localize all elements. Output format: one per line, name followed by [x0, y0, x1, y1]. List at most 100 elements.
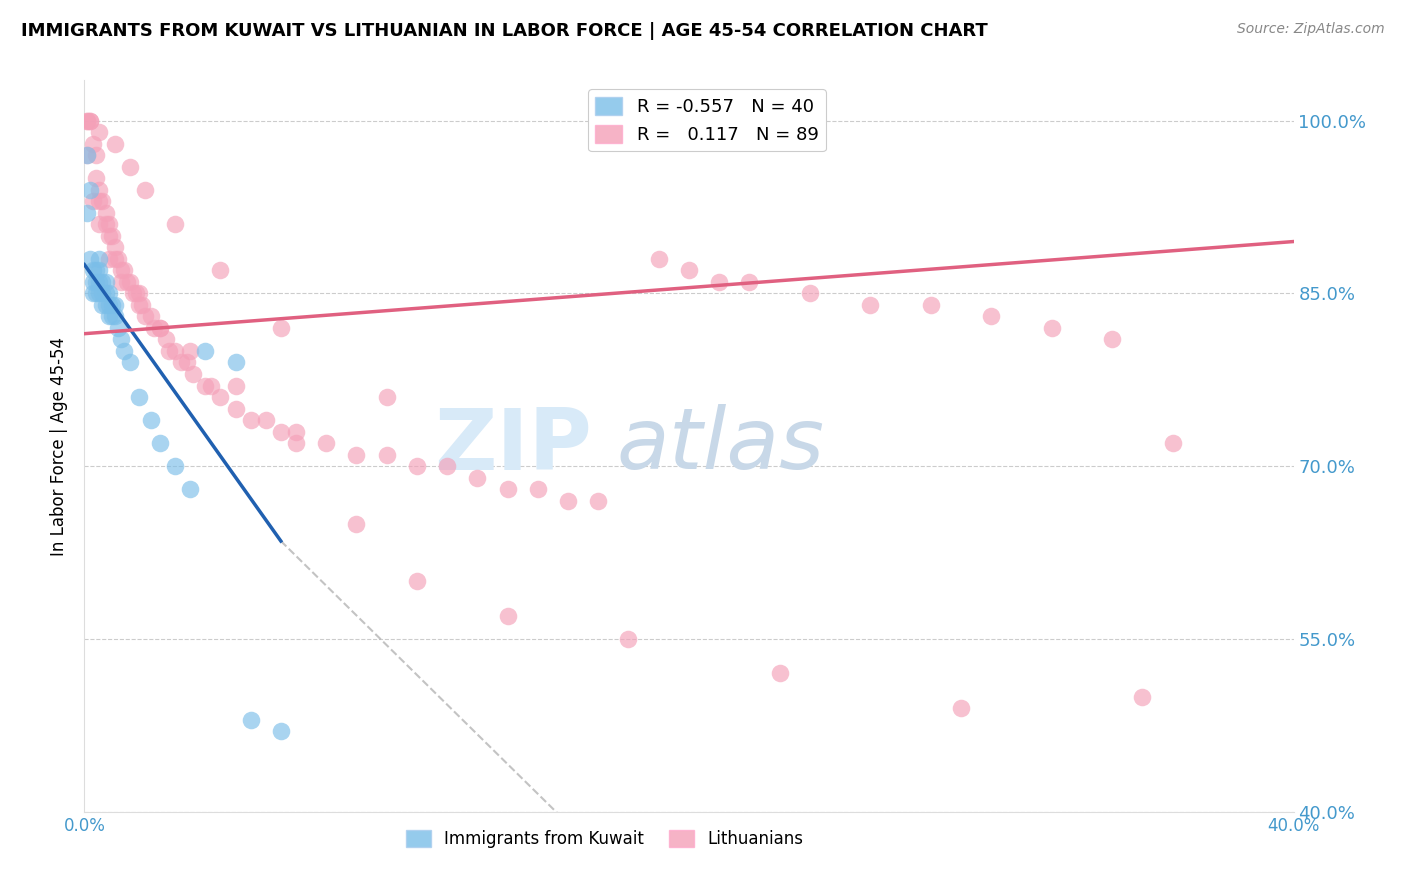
Point [79, 183, 101, 197]
Point [709, 275, 731, 289]
Point [165, 343, 187, 358]
Point [97, 228, 120, 243]
Point [79, 113, 101, 128]
Point [97, 217, 120, 231]
Point [678, 263, 700, 277]
Point [94, 206, 117, 220]
Point [76, 113, 98, 128]
Point [94, 286, 117, 301]
Point [254, 413, 277, 427]
Point [104, 310, 127, 324]
Point [149, 321, 172, 335]
Point [179, 482, 201, 496]
Point [100, 310, 122, 324]
Point [128, 298, 150, 312]
Point [82, 136, 104, 151]
Point [1161, 436, 1184, 450]
Legend: Immigrants from Kuwait, Lithuanians: Immigrants from Kuwait, Lithuanians [399, 823, 810, 855]
Point [406, 459, 429, 474]
Point [239, 713, 262, 727]
Point [89, 286, 111, 301]
Point [112, 343, 135, 358]
Point [82, 275, 104, 289]
Point [209, 263, 232, 277]
Point [91, 298, 114, 312]
Point [86, 148, 108, 162]
Point [738, 275, 761, 289]
Point [118, 275, 141, 289]
Point [176, 355, 198, 369]
Point [1101, 333, 1123, 347]
Point [100, 298, 122, 312]
Point [86, 171, 108, 186]
Point [89, 125, 111, 139]
Point [436, 459, 458, 474]
Point [225, 378, 247, 392]
Point [950, 701, 973, 715]
Point [239, 413, 262, 427]
Point [270, 724, 292, 739]
Point [496, 482, 519, 496]
Point [86, 275, 108, 289]
Point [149, 436, 172, 450]
Point [315, 436, 337, 450]
Point [467, 471, 489, 485]
Point [89, 275, 111, 289]
Point [270, 425, 292, 439]
Point [165, 459, 187, 474]
Point [139, 413, 162, 427]
Text: IMMIGRANTS FROM KUWAIT VS LITHUANIAN IN LABOR FORCE | AGE 45-54 CORRELATION CHAR: IMMIGRANTS FROM KUWAIT VS LITHUANIAN IN … [21, 22, 988, 40]
Point [149, 321, 172, 335]
Point [97, 298, 120, 312]
Point [97, 252, 120, 266]
Text: ZIP: ZIP [434, 404, 592, 488]
Point [209, 390, 232, 404]
Point [285, 425, 308, 439]
Point [588, 493, 610, 508]
Point [131, 298, 153, 312]
Point [181, 367, 204, 381]
Point [94, 275, 117, 289]
Point [225, 355, 247, 369]
Point [128, 286, 150, 301]
Point [100, 228, 122, 243]
Text: Source: ZipAtlas.com: Source: ZipAtlas.com [1237, 22, 1385, 37]
Point [617, 632, 640, 646]
Point [104, 298, 127, 312]
Point [142, 321, 165, 335]
Point [527, 482, 550, 496]
Point [179, 343, 201, 358]
Point [89, 217, 111, 231]
Point [76, 148, 98, 162]
Point [270, 321, 292, 335]
Point [375, 448, 398, 462]
Point [94, 298, 117, 312]
Point [375, 390, 398, 404]
Point [118, 160, 141, 174]
Point [155, 333, 177, 347]
Point [104, 240, 127, 254]
Point [125, 286, 148, 301]
Point [89, 263, 111, 277]
Point [104, 252, 127, 266]
Point [82, 263, 104, 277]
Point [134, 310, 156, 324]
Point [121, 286, 143, 301]
Point [769, 666, 792, 681]
Point [980, 310, 1002, 324]
Point [648, 252, 671, 266]
Point [115, 275, 138, 289]
Point [194, 343, 217, 358]
Point [194, 378, 217, 392]
Point [79, 252, 101, 266]
Point [86, 286, 108, 301]
Point [76, 206, 98, 220]
Point [97, 310, 120, 324]
Point [110, 263, 132, 277]
Point [91, 286, 114, 301]
Point [91, 194, 114, 209]
Point [557, 493, 579, 508]
Point [110, 275, 132, 289]
Point [94, 217, 117, 231]
Point [346, 448, 368, 462]
